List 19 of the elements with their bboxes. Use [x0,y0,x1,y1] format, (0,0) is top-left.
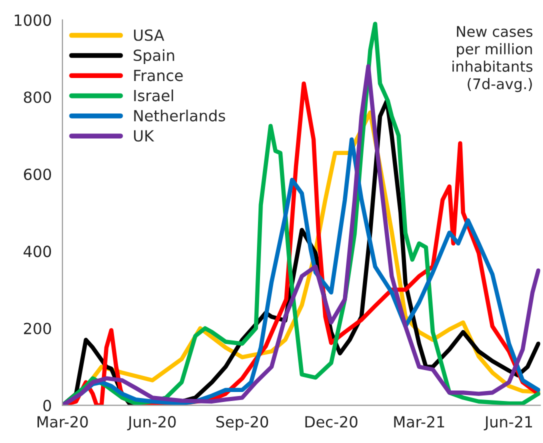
legend-label: Spain [134,49,174,64]
x-tick-label: Dec-20 [305,416,358,428]
legend-label: Netherlands [134,110,226,122]
y-tick-label: 800 [24,91,52,104]
x-tick-label: Jun-20 [127,416,176,430]
y-tick-label: 1000 [14,14,52,26]
y-tick-label: 0 [43,400,52,412]
legend-label: Israel [134,90,174,102]
legend-label: USA [134,29,164,41]
x-tick-label: Sep-20 [216,416,268,431]
x-tick-label: Mar-20 [38,416,88,428]
x-tick-label: Jun-21 [484,416,532,430]
legend-label: UK [134,130,154,142]
legend-label: France [134,70,183,82]
x-tick-label: Mar-21 [394,416,444,428]
annotation: New cases per million inhabitants (7d-avg.) [452,26,532,92]
y-tick-label: 200 [24,322,52,334]
y-tick-label: 600 [24,168,52,180]
y-tick-label: 400 [24,246,52,258]
